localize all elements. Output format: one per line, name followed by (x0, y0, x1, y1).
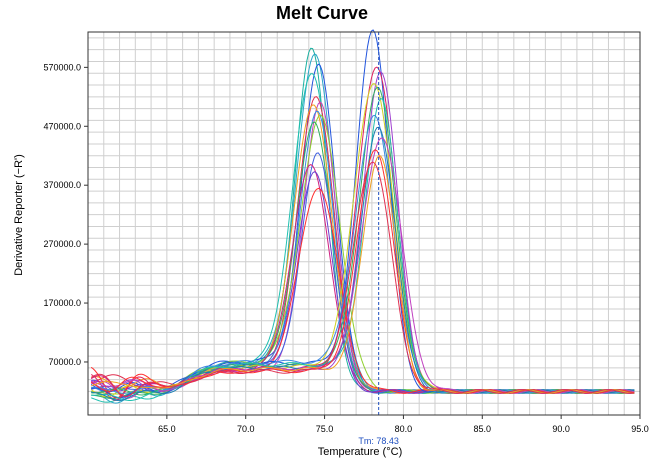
melt-curve-line (91, 171, 635, 394)
melt-curve-line (90, 187, 635, 399)
curves (90, 29, 635, 404)
x-tick-label: 65.0 (158, 424, 176, 434)
x-tick-label: 75.0 (316, 424, 334, 434)
chart-title: Melt Curve (276, 3, 368, 23)
y-tick-label: 470000.0 (43, 121, 81, 131)
ticks: 65.0 70.0 75.0 80.0 85.0 90.0 95.0 70000.0 17000… (43, 62, 648, 434)
y-tick-label: 70000.0 (48, 357, 81, 367)
y-tick-label: 270000.0 (43, 239, 81, 249)
x-tick-label: 95.0 (631, 424, 649, 434)
melt-curve-line (91, 114, 635, 394)
y-tick-label: 370000.0 (43, 180, 81, 190)
x-tick-label: 80.0 (395, 424, 413, 434)
melt-curve-line (91, 114, 635, 395)
x-tick-label: 70.0 (237, 424, 255, 434)
melt-curve-line (91, 104, 635, 394)
y-tick-label: 570000.0 (43, 62, 81, 72)
melt-curve-line (90, 66, 635, 401)
y-tick-label: 170000.0 (43, 298, 81, 308)
x-tick-label: 85.0 (474, 424, 492, 434)
melt-curve-line (90, 161, 635, 397)
x-tick-label: 90.0 (552, 424, 570, 434)
y-axis-label: Derivative Reporter (−R') (13, 154, 25, 276)
melt-curve-line (91, 126, 635, 402)
tm-label: Tm: 78.43 (358, 436, 399, 446)
melt-curve-line (90, 149, 635, 394)
x-axis-label: Temperature (°C) (318, 446, 402, 458)
grid (88, 32, 640, 415)
plot-frame (87, 31, 641, 416)
tm-marker: Tm: 78.43 (358, 32, 399, 446)
melt-curve-line (90, 137, 635, 394)
